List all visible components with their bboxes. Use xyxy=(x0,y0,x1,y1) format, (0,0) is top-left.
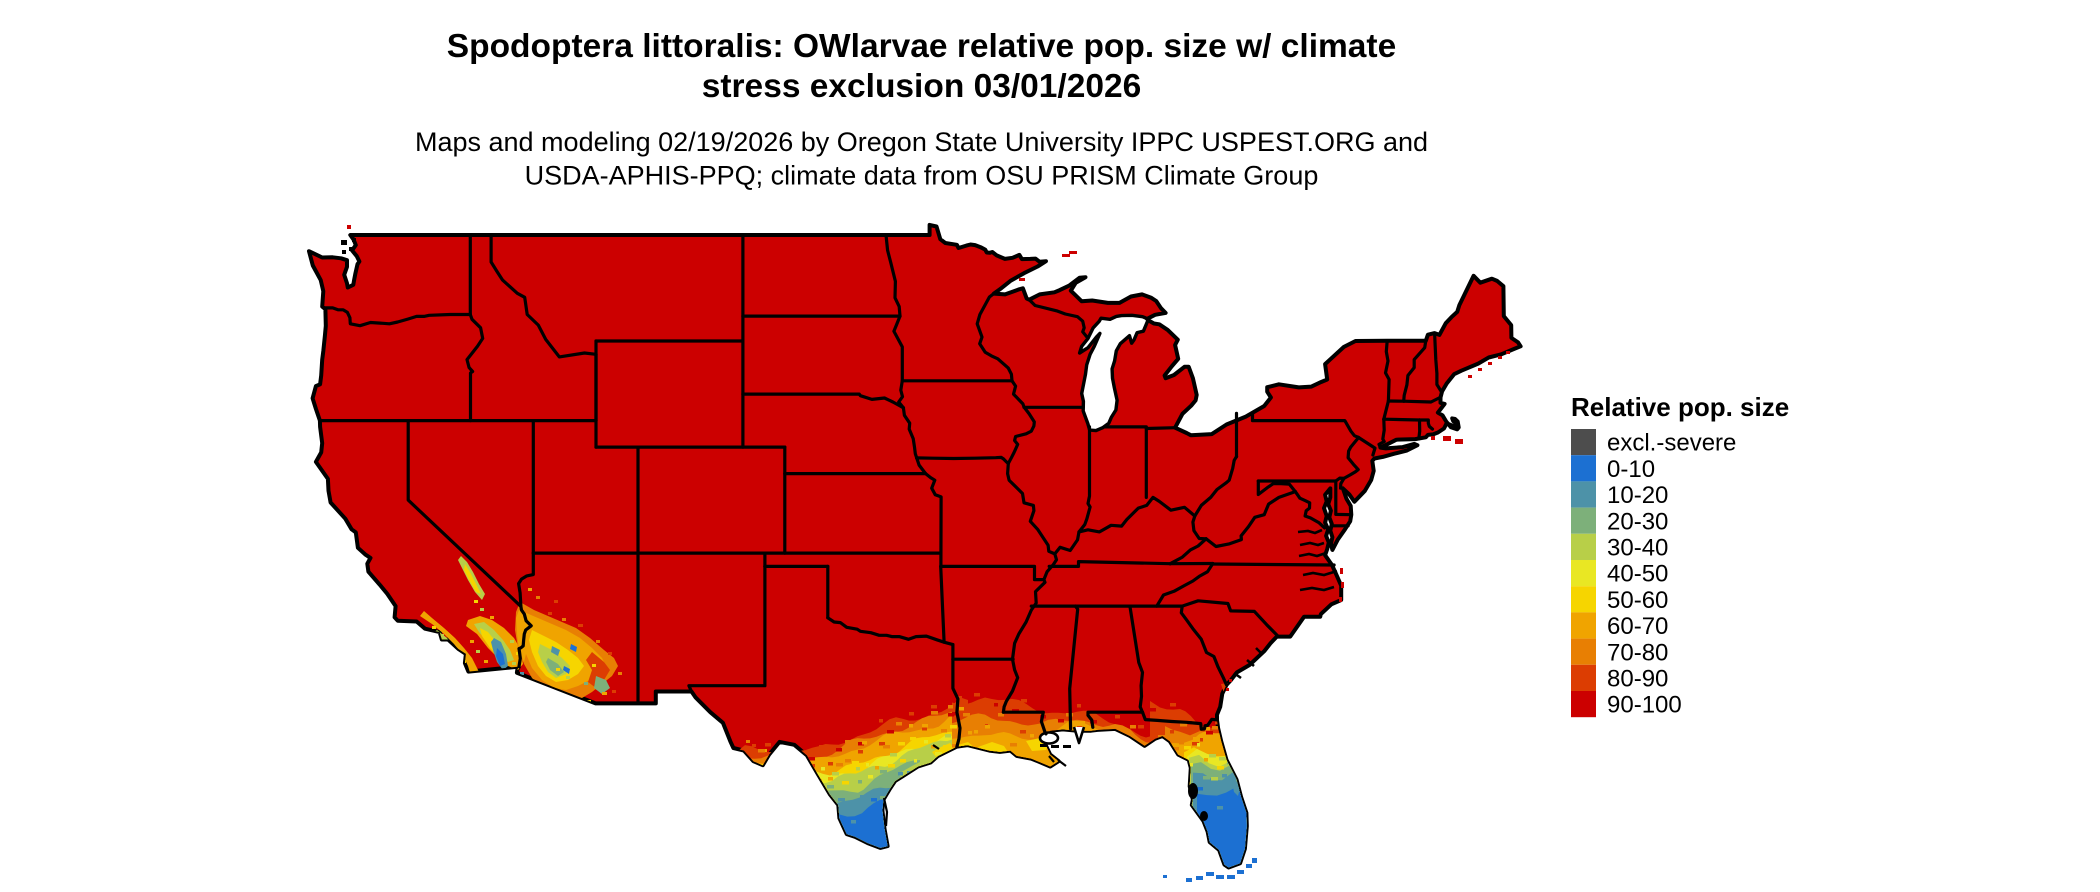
svg-text:stress exclusion 03/01/2026: stress exclusion 03/01/2026 xyxy=(702,68,1142,105)
svg-text:Spodoptera littoralis: OWlarva: Spodoptera littoralis: OWlarvae relative… xyxy=(447,28,1396,65)
svg-text:excl.-severe: excl.-severe xyxy=(1607,430,1736,457)
svg-text:Maps and modeling 02/19/2026 b: Maps and modeling 02/19/2026 by Oregon S… xyxy=(415,127,1428,157)
svg-text:0-10: 0-10 xyxy=(1607,456,1655,483)
svg-text:40-50: 40-50 xyxy=(1607,561,1668,588)
svg-text:70-80: 70-80 xyxy=(1607,639,1668,666)
svg-text:Relative pop. size: Relative pop. size xyxy=(1571,392,1789,422)
svg-text:30-40: 30-40 xyxy=(1607,535,1668,562)
svg-text:50-60: 50-60 xyxy=(1607,587,1668,614)
svg-text:60-70: 60-70 xyxy=(1607,613,1668,640)
svg-text:20-30: 20-30 xyxy=(1607,508,1668,535)
svg-text:10-20: 10-20 xyxy=(1607,482,1668,509)
svg-text:80-90: 80-90 xyxy=(1607,666,1668,693)
svg-text:90-100: 90-100 xyxy=(1607,692,1682,719)
svg-text:USDA-APHIS-PPQ; climate data f: USDA-APHIS-PPQ; climate data from OSU PR… xyxy=(525,161,1319,191)
